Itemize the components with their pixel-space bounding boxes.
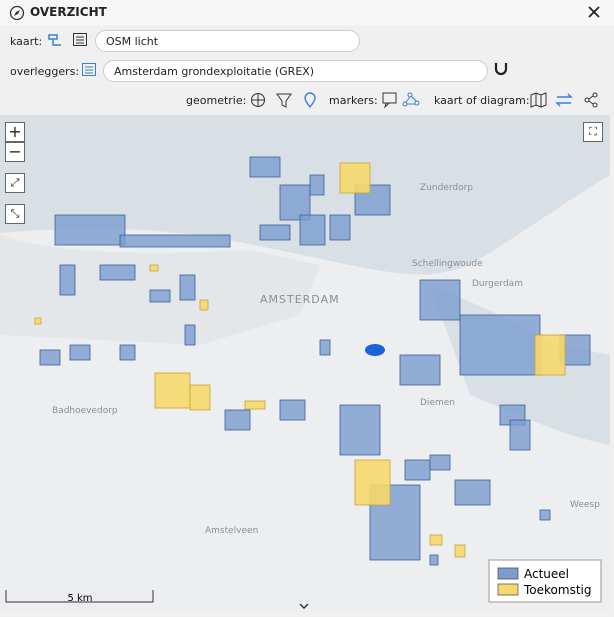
area-actueel bbox=[429, 454, 451, 471]
legend-swatch bbox=[497, 583, 519, 596]
legend: Actueel Toekomstig bbox=[488, 559, 602, 603]
area-actueel bbox=[224, 409, 251, 431]
scale-bar bbox=[5, 590, 154, 603]
kaart-value: OSM licht bbox=[106, 35, 159, 48]
overleggers-row: overleggers: Amsterdam grondexploitatie … bbox=[0, 58, 614, 85]
header: OVERZICHT bbox=[0, 0, 614, 25]
legend-label: Actueel bbox=[524, 567, 569, 581]
map[interactable]: AMSTERDAM Zunderdorp Schellingwoude Durg… bbox=[0, 115, 610, 612]
area-toekomstig bbox=[454, 544, 466, 558]
zoom-extent[interactable]: ⤢ bbox=[5, 173, 25, 193]
zoom-out[interactable]: − bbox=[5, 142, 25, 162]
geometrie-label: geometrie: bbox=[186, 94, 247, 107]
scale-label: 5 km bbox=[67, 593, 92, 604]
area-toekomstig bbox=[354, 459, 391, 506]
marker-blob bbox=[365, 344, 385, 356]
map-canvas: AMSTERDAM Zunderdorp Schellingwoude Durg… bbox=[0, 115, 610, 610]
overleggers-value: Amsterdam grondexploitatie (GREX) bbox=[114, 65, 315, 78]
place-label: Badhoevedorp bbox=[52, 406, 118, 416]
view-icons[interactable] bbox=[529, 91, 601, 109]
place-label: Zunderdorp bbox=[420, 183, 473, 193]
area-toekomstig bbox=[154, 372, 191, 409]
geometry-icons[interactable] bbox=[250, 91, 320, 109]
area-actueel bbox=[339, 404, 381, 456]
place-label: AMSTERDAM bbox=[260, 293, 340, 306]
area-toekomstig bbox=[534, 334, 566, 376]
area-actueel bbox=[404, 459, 431, 481]
magnet-icon[interactable] bbox=[493, 61, 509, 77]
area-toekomstig bbox=[244, 400, 266, 410]
area-actueel bbox=[459, 314, 541, 376]
options-row: geometrie: markers: kaart of diagram: bbox=[0, 88, 614, 112]
polygons bbox=[34, 156, 591, 566]
compass-icon bbox=[9, 5, 25, 21]
area-toekomstig bbox=[339, 162, 371, 194]
area-actueel bbox=[399, 354, 441, 386]
overleggers-select[interactable]: Amsterdam grondexploitatie (GREX) bbox=[103, 60, 488, 82]
area-actueel bbox=[249, 156, 281, 178]
area-actueel bbox=[54, 214, 126, 246]
list-icon[interactable] bbox=[72, 32, 88, 48]
zoom-selection[interactable]: ⤡ bbox=[5, 204, 25, 224]
area-actueel bbox=[539, 509, 551, 521]
list-icon[interactable] bbox=[81, 62, 97, 78]
area-actueel bbox=[59, 264, 76, 296]
fullscreen[interactable]: ⛶ bbox=[583, 122, 603, 142]
close-button[interactable] bbox=[587, 5, 601, 19]
marker-icons[interactable] bbox=[381, 91, 427, 109]
area-actueel bbox=[99, 264, 136, 281]
legend-swatch bbox=[497, 567, 519, 580]
kaart-of-diagram-label: kaart of diagram: bbox=[434, 94, 530, 107]
area-toekomstig bbox=[199, 299, 209, 311]
area-toekomstig bbox=[429, 534, 443, 546]
area-actueel bbox=[119, 234, 231, 248]
area-actueel bbox=[454, 479, 491, 506]
area-actueel bbox=[179, 274, 196, 301]
collapse-arrow[interactable] bbox=[299, 603, 309, 610]
area-actueel bbox=[299, 214, 326, 246]
kaart-label: kaart: bbox=[10, 35, 43, 48]
area-toekomstig bbox=[189, 384, 211, 411]
area-actueel bbox=[319, 339, 331, 356]
place-label: Schellingwoude bbox=[412, 259, 483, 269]
kaart-row: kaart: OSM licht bbox=[0, 28, 614, 55]
layers-icon[interactable] bbox=[47, 32, 63, 48]
area-actueel bbox=[429, 554, 439, 566]
legend-label: Toekomstig bbox=[523, 583, 591, 597]
place-label: Weesp bbox=[570, 500, 600, 510]
place-label: Amstelveen bbox=[205, 526, 258, 536]
area-actueel bbox=[119, 344, 136, 361]
area-actueel bbox=[279, 184, 311, 221]
area-actueel bbox=[69, 344, 91, 361]
area-actueel bbox=[39, 349, 61, 366]
area-actueel bbox=[259, 224, 291, 241]
area-actueel bbox=[509, 419, 531, 451]
area-actueel bbox=[309, 174, 325, 196]
place-label: Diemen bbox=[420, 398, 455, 408]
title: OVERZICHT bbox=[30, 5, 107, 19]
area-actueel bbox=[419, 279, 461, 321]
area-actueel bbox=[329, 214, 351, 241]
area-toekomstig bbox=[149, 264, 159, 272]
overleggers-label: overleggers: bbox=[10, 65, 80, 78]
area-actueel bbox=[184, 324, 196, 346]
markers-label: markers: bbox=[329, 94, 378, 107]
zoom-in[interactable]: + bbox=[5, 122, 25, 142]
kaart-select[interactable]: OSM licht bbox=[95, 30, 360, 52]
area-actueel bbox=[279, 399, 306, 421]
area-toekomstig bbox=[34, 317, 42, 325]
area-actueel bbox=[149, 289, 171, 303]
place-label: Durgerdam bbox=[472, 279, 523, 289]
